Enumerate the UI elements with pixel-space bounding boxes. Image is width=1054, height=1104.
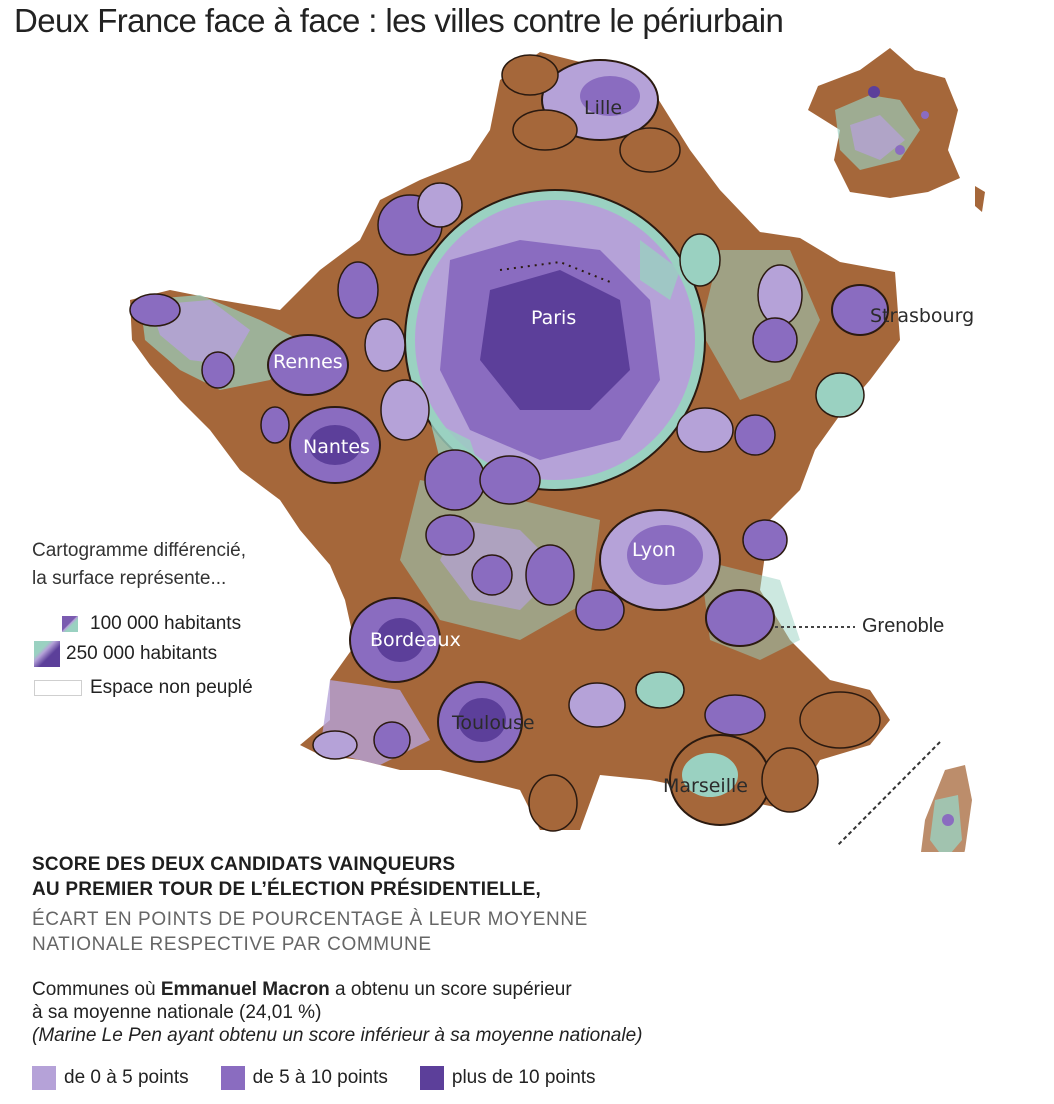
legend-empty-swatch: [34, 680, 82, 696]
legend-large-swatch: [34, 641, 60, 667]
east-bubbles: [676, 233, 889, 456]
label-paris: Paris: [531, 307, 576, 329]
label-lyon: Lyon: [632, 539, 676, 561]
score-subtitle: ÉCART EN POINTS DE POURCENTAGE À LEUR MO…: [32, 907, 588, 957]
toulouse-bubble: [437, 681, 626, 832]
label-marseille: Marseille: [663, 775, 748, 797]
macron-description: Communes où Emmanuel Macron a obtenu un …: [32, 978, 643, 1047]
label-nantes: Nantes: [303, 436, 370, 458]
marseille-bubbles: [635, 671, 881, 826]
label-strasbourg: Strasbourg: [870, 305, 974, 327]
class-label-5-10: de 5 à 10 points: [252, 1067, 388, 1088]
corsica: [837, 741, 972, 852]
score-title: SCORE DES DEUX CANDIDATS VAINQUEURS AU P…: [32, 852, 541, 902]
class-swatch-10-plus: [419, 1066, 444, 1090]
legend-small-swatch: [62, 616, 78, 632]
macron-note-text: (Marine Le Pen ayant obtenu un score inf…: [32, 1025, 643, 1046]
label-rennes: Rennes: [273, 351, 343, 373]
legend-empty: Espace non peuplé: [34, 677, 253, 699]
score-sub-line1: ÉCART EN POINTS DE POURCENTAGE À LEUR MO…: [32, 909, 588, 930]
macron-note: (Marine Le Pen ayant obtenu un score inf…: [32, 1024, 643, 1047]
class-item-0-5: de 0 à 5 points: [32, 1066, 189, 1090]
class-label-0-5: de 0 à 5 points: [64, 1067, 189, 1088]
score-title-line2: AU PREMIER TOUR DE L’ÉLECTION PRÉSIDENTI…: [32, 879, 542, 900]
score-sub-line2: NATIONALE RESPECTIVE PAR COMMUNE: [32, 934, 432, 955]
map-title: Deux France face à face : les villes con…: [14, 2, 784, 39]
macron-pre: Communes où: [32, 979, 161, 1000]
inset-france-map: [808, 48, 985, 212]
legend-intro-line1: Cartogramme différencié,: [32, 540, 247, 561]
brittany-bubbles: [129, 293, 381, 484]
legend-intro-line2: la surface représente...: [32, 568, 227, 589]
label-grenoble: Grenoble: [862, 615, 945, 637]
macron-post: a obtenu un score supérieur: [329, 979, 572, 1000]
legend-small-label: 100 000 habitants: [90, 613, 242, 634]
west-bubbles: [337, 182, 575, 606]
macron-line2: à sa moyenne nationale (24,01 %): [32, 1002, 322, 1023]
cartogram-map: Lille Paris Strasbourg Rennes Nantes Lyo…: [129, 48, 985, 852]
label-toulouse: Toulouse: [451, 712, 535, 734]
grenoble-bubble: [705, 589, 855, 647]
legend-empty-label: Espace non peuplé: [90, 677, 253, 698]
label-lille: Lille: [584, 97, 622, 119]
lyon-bubble: [575, 509, 788, 631]
legend-large-label: 250 000 habitants: [66, 643, 218, 664]
legend-small: 100 000 habitants: [62, 613, 241, 635]
score-title-line1: SCORE DES DEUX CANDIDATS VAINQUEURS: [32, 854, 456, 875]
macron-line1: Communes où Emmanuel Macron a obtenu un …: [32, 978, 643, 1001]
class-swatch-5-10: [220, 1066, 245, 1090]
class-legend: de 0 à 5 points de 5 à 10 points plus de…: [32, 1066, 628, 1090]
lille-bubble: [501, 54, 681, 173]
bordeaux-bubble: [312, 597, 441, 760]
class-item-5-10: de 5 à 10 points: [220, 1066, 388, 1090]
macron-name: Emmanuel Macron: [160, 979, 330, 1000]
class-swatch-0-5: [32, 1066, 56, 1090]
legend-large: 250 000 habitants: [34, 641, 217, 667]
class-item-10-plus: plus de 10 points: [419, 1066, 596, 1090]
legend-intro: Cartogramme différencié, la surface repr…: [32, 537, 246, 593]
label-bordeaux: Bordeaux: [370, 629, 461, 651]
class-label-10-plus: plus de 10 points: [451, 1067, 596, 1088]
paris-bubble: [404, 189, 706, 491]
